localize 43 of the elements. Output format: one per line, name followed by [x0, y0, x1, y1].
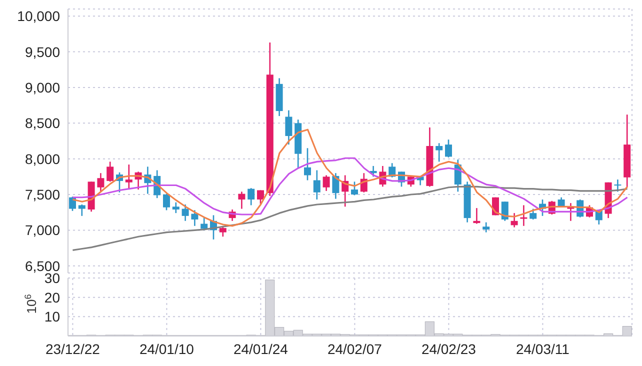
- candlestick: [125, 164, 132, 190]
- y-tick-label: 10,000: [17, 8, 60, 24]
- candlestick: [257, 190, 264, 204]
- candlestick: [332, 172, 340, 200]
- candlestick: [285, 110, 292, 146]
- candlestick: [69, 196, 76, 212]
- candlestick: [520, 204, 528, 227]
- y-tick-label: 9,500: [24, 44, 60, 60]
- y-tick-label: 8,500: [24, 115, 60, 132]
- y-tick-label: 7,000: [24, 222, 60, 238]
- y-tick-label: 8,000: [24, 150, 60, 167]
- candlestick: [614, 178, 622, 192]
- candlestick: [191, 210, 198, 227]
- y-tick-label: 9,000: [24, 79, 60, 96]
- candlestick: [313, 170, 320, 200]
- candlestick: [482, 222, 490, 233]
- candlestick: [436, 142, 443, 162]
- line-series: [72, 186, 628, 251]
- candlestick: [238, 191, 246, 210]
- candlestick: [501, 201, 508, 222]
- candlestick: [530, 208, 537, 220]
- candlestick: [510, 212, 518, 228]
- y-tick-label: 20: [44, 289, 60, 306]
- candlestick: [163, 193, 170, 211]
- x-tick-label: 23/12/22: [45, 340, 100, 357]
- candlestick: [473, 207, 480, 224]
- candlestick: [106, 161, 114, 182]
- y-tick-label: 10: [44, 308, 60, 325]
- candlestick: [304, 147, 311, 181]
- candlestick: [182, 204, 189, 222]
- y-tick-label: 7,500: [24, 186, 60, 202]
- x-tick-label: 24/02/07: [327, 340, 382, 357]
- candlestick: [78, 204, 86, 217]
- x-tick-label: 24/02/23: [421, 340, 476, 357]
- candlestick: [322, 174, 330, 192]
- candlestick: [248, 187, 255, 206]
- x-tick-label: 24/01/10: [139, 340, 194, 357]
- candlestick: [97, 172, 104, 194]
- x-tick-label: 24/01/24: [233, 340, 288, 357]
- candlestick: [445, 138, 452, 158]
- candlestick: [172, 202, 180, 214]
- candlestick: [351, 181, 358, 196]
- x-tick-label: 24/03/11: [516, 340, 570, 357]
